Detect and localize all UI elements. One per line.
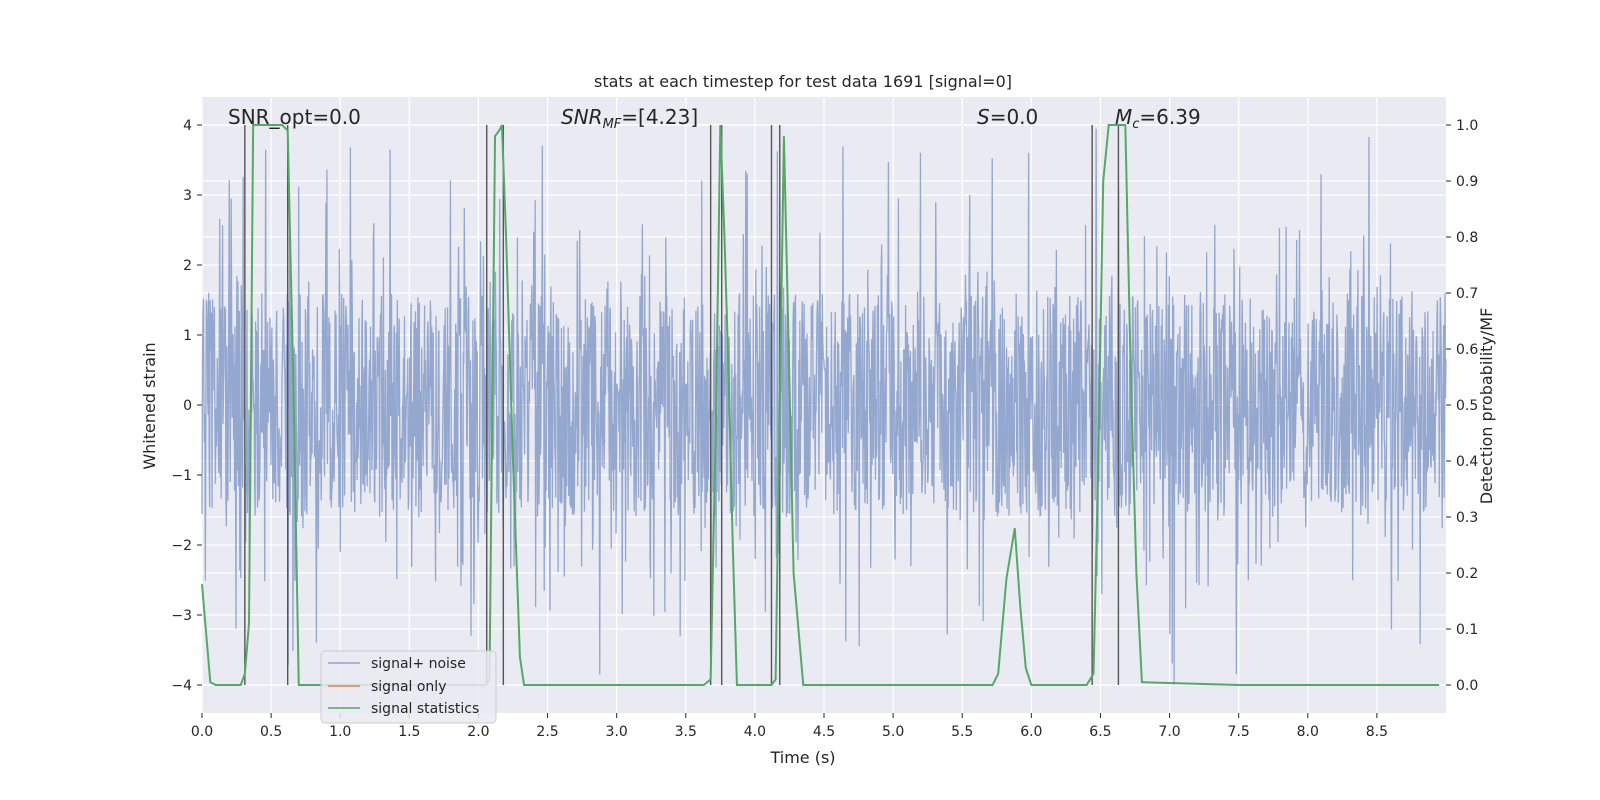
series-signal-noise [201, 128, 1447, 685]
left-y-tick-label: 4 [183, 118, 192, 134]
legend-box [320, 650, 497, 724]
x-tick-label: 3.5 [675, 724, 697, 740]
left-y-axis-ticks: −4 −3 −2 −1 0 1 2 3 4 [171, 118, 202, 694]
noise-trace [201, 128, 1447, 685]
snr-mf-sub: MF [603, 117, 622, 132]
x-tick-label: 3.0 [606, 724, 628, 740]
legend-label-signal-noise: signal+ noise [371, 656, 466, 672]
x-tick-label: 0.5 [260, 724, 282, 740]
right-y-tick-label: 0.6 [1456, 342, 1478, 358]
x-tick-label: 8.5 [1366, 724, 1388, 740]
x-tick-label: 1.5 [398, 724, 420, 740]
mc-value: =6.39 [1139, 105, 1200, 129]
statistics-line [201, 124, 1440, 686]
s-value: =0.0 [990, 105, 1039, 129]
right-y-tick-label: 0.9 [1456, 174, 1478, 190]
annotation-snr-mf: SNRMF=[4.23] [561, 105, 698, 132]
legend-label-signal-statistics: signal statistics [371, 701, 479, 717]
x-tick-label: 5.0 [882, 724, 904, 740]
left-y-tick-label: 1 [183, 328, 192, 344]
x-tick-label: 5.5 [951, 724, 973, 740]
x-tick-label: 6.5 [1089, 724, 1111, 740]
grid-lines [201, 97, 1446, 713]
right-y-tick-label: 0.5 [1456, 398, 1478, 414]
snr-mf-base: SNR [561, 105, 603, 129]
right-y-tick-label: 0.8 [1456, 230, 1478, 246]
series-signal-statistics [201, 124, 1440, 686]
right-y-tick-label: 0.7 [1456, 286, 1478, 302]
right-y-tick-label: 0.4 [1456, 454, 1478, 470]
x-tick-label: 7.0 [1158, 724, 1180, 740]
left-y-tick-label: −1 [171, 468, 192, 484]
right-y-axis-ticks: 0.0 0.1 0.2 0.3 0.4 0.5 0.6 0.7 0.8 0.9 1.0 [1446, 118, 1478, 694]
right-y-axis-label: Detection probability/MF [1477, 308, 1496, 505]
mc-base: M [1115, 105, 1132, 129]
right-y-tick-label: 0.1 [1456, 622, 1478, 638]
x-tick-label: 2.0 [467, 724, 489, 740]
x-tick-label: 4.0 [744, 724, 766, 740]
left-y-tick-label: 2 [183, 258, 192, 274]
right-y-tick-label: 0.0 [1456, 678, 1478, 694]
x-tick-label: 1.0 [329, 724, 351, 740]
mc-sub: c [1132, 117, 1139, 132]
left-y-tick-label: −2 [171, 538, 192, 554]
left-y-axis-label: Whitened strain [140, 342, 159, 469]
s-base: S [977, 105, 990, 129]
x-tick-label: 6.0 [1020, 724, 1042, 740]
left-y-tick-label: 3 [183, 188, 192, 204]
x-tick-label: 4.5 [813, 724, 835, 740]
legend-label-signal-only: signal only [371, 679, 446, 695]
left-y-tick-label: −3 [171, 608, 192, 624]
annotation-snr-opt: SNR_opt=0.0 [228, 105, 361, 129]
left-y-tick-label: −4 [171, 678, 192, 694]
x-tick-label: 2.5 [536, 724, 558, 740]
right-y-tick-label: 1.0 [1456, 118, 1478, 134]
annotation-mc: Mc=6.39 [1115, 105, 1201, 132]
right-y-tick-label: 0.2 [1456, 566, 1478, 582]
right-y-tick-label: 0.3 [1456, 510, 1478, 526]
annotation-s: S=0.0 [977, 105, 1038, 129]
legend: signal+ noise signal only signal statist… [320, 650, 497, 724]
x-tick-label: 8.0 [1297, 724, 1319, 740]
x-axis-label: Time (s) [769, 748, 835, 767]
left-y-tick-label: 0 [183, 398, 192, 414]
x-tick-label: 7.5 [1228, 724, 1250, 740]
x-axis-ticks: 0.0 0.5 1.0 1.5 2.0 2.5 3.0 3.5 4.0 4.5 5.0 5.5 6.0 6… [191, 713, 1388, 740]
snr-mf-value: =[4.23] [621, 105, 698, 129]
chart-title: stats at each timestep for test data 169… [594, 72, 1012, 91]
x-tick-label: 0.0 [191, 724, 213, 740]
